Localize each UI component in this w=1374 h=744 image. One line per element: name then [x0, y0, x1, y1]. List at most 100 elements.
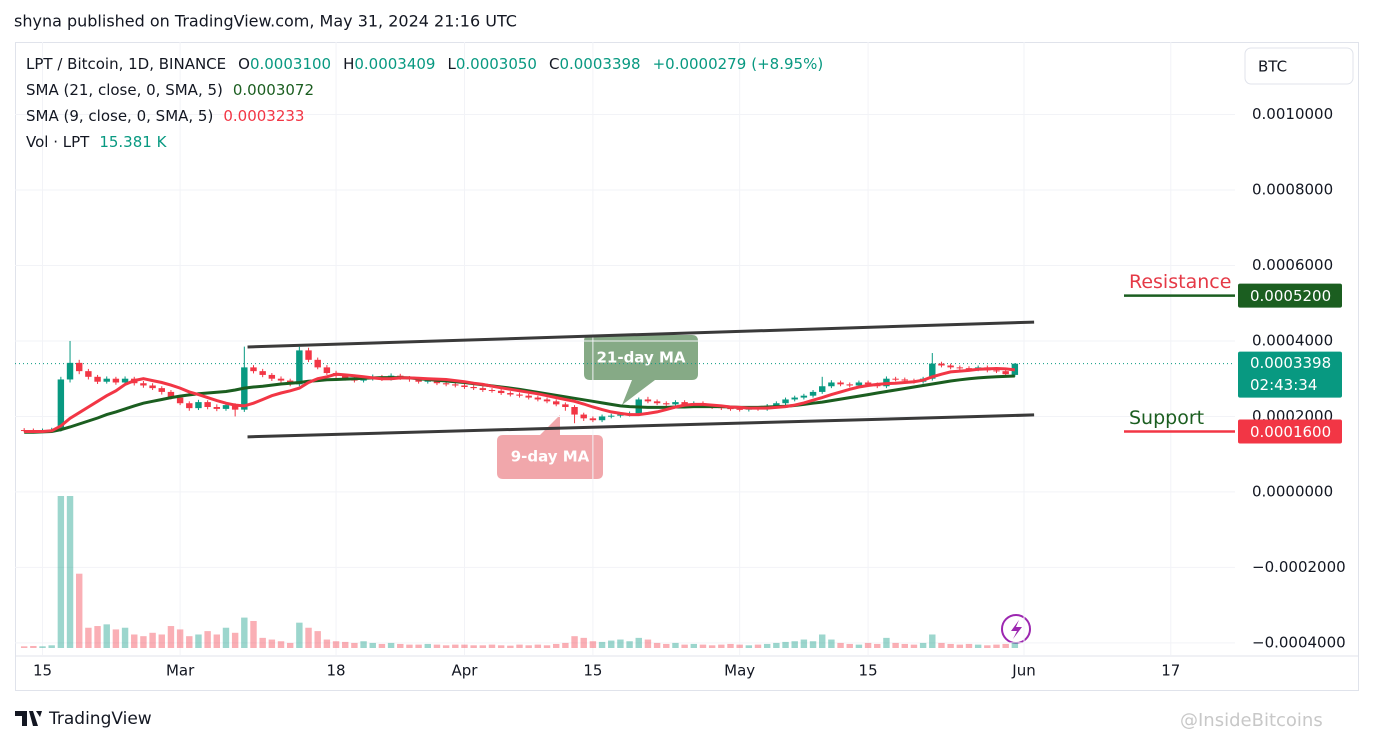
- logo: TradingView: [15, 709, 152, 729]
- volume-bar: [736, 644, 743, 648]
- candle-body: [663, 403, 670, 405]
- candle-body: [195, 402, 202, 409]
- legend-key: O: [238, 55, 250, 73]
- candle-body: [993, 370, 1000, 372]
- legend-change: +0.0000279: [653, 55, 747, 73]
- candle-body: [938, 363, 945, 366]
- volume-bar: [617, 639, 624, 648]
- volume-bar: [131, 634, 138, 648]
- candle-body: [901, 379, 908, 381]
- candle-body: [76, 362, 83, 372]
- candle-body: [112, 378, 120, 383]
- volume-bar: [360, 641, 367, 648]
- ma-line: [24, 366, 1015, 433]
- legend-key: C: [549, 55, 559, 73]
- volume-bar: [929, 634, 936, 648]
- volume-bar: [332, 641, 340, 648]
- candle-body: [250, 367, 257, 372]
- logo-mark: [15, 711, 42, 726]
- currency-label[interactable]: BTC: [1258, 58, 1287, 76]
- candle-body: [562, 404, 569, 408]
- ma-callout-9: 9-day MA: [497, 415, 603, 479]
- volume-bar: [571, 636, 578, 648]
- candle-body: [672, 402, 679, 405]
- candle-body: [800, 395, 808, 398]
- volume-bar: [277, 641, 285, 648]
- level-tag: [1238, 283, 1342, 308]
- volume-bar: [140, 636, 147, 648]
- candle-body: [608, 415, 615, 417]
- volume-bar: [48, 645, 55, 648]
- candle-body: [809, 391, 817, 396]
- volume-bar: [39, 646, 46, 648]
- volume-bar: [763, 643, 771, 648]
- volume-bar: [956, 644, 964, 648]
- byline: shyna published on TradingView.com, May …: [14, 12, 517, 31]
- volume-bar: [176, 629, 184, 648]
- legend-row: Vol · LPT 15.381 K: [26, 133, 168, 151]
- volume-bar: [76, 573, 83, 648]
- candle-body: [589, 418, 597, 421]
- candle-body: [176, 397, 184, 404]
- y-tick-label: 0.0000000: [1252, 482, 1333, 500]
- volume-bar: [222, 627, 230, 648]
- volume-bar: [20, 646, 28, 648]
- channel-line: [247, 320, 1035, 349]
- candle-body: [828, 382, 835, 387]
- candle-body: [94, 376, 101, 382]
- legend-value: 15.381 K: [99, 133, 167, 151]
- volume-bar: [112, 629, 120, 648]
- candle-body: [268, 374, 276, 379]
- candle-body: [791, 397, 798, 400]
- level-label: Resistance: [1129, 271, 1231, 293]
- candle-body: [727, 408, 734, 410]
- price-tag: [1238, 351, 1342, 398]
- watermark: @InsideBitcoins: [1180, 710, 1323, 731]
- candle-body: [837, 382, 844, 385]
- x-tick-label: 15: [33, 662, 52, 680]
- replay-icon[interactable]: [1001, 614, 1031, 644]
- volume-bar: [305, 627, 312, 648]
- callout-text: 9-day MA: [511, 448, 590, 466]
- volume-bar: [993, 644, 1000, 648]
- volume-bar: [855, 644, 863, 648]
- volume-bar: [121, 627, 129, 648]
- channel-line: [247, 413, 1035, 439]
- volume-bar: [543, 645, 551, 648]
- volume-bar: [626, 641, 633, 648]
- volume-bar: [635, 637, 642, 648]
- volume-bar: [901, 643, 908, 648]
- x-tick-label: Mar: [166, 662, 195, 680]
- x-tick-label: Jun: [1011, 662, 1035, 680]
- volume-bar: [497, 645, 505, 648]
- volume-bar: [883, 637, 890, 648]
- level-tag-text: 0.0001600: [1250, 423, 1331, 441]
- candle-body: [488, 390, 496, 392]
- volume-bar: [195, 634, 202, 648]
- level-tag-text: 0.0005200: [1250, 287, 1331, 305]
- candle-body: [452, 384, 459, 386]
- y-tick-label: −0.0002000: [1252, 558, 1346, 576]
- volume-bar: [681, 644, 688, 648]
- candle-body: [57, 379, 65, 430]
- candle-body: [534, 397, 542, 400]
- volume-bar: [250, 620, 257, 648]
- icon-bolt[interactable]: [1011, 620, 1022, 639]
- volume-bar: [653, 642, 661, 648]
- volume-bar: [85, 627, 92, 648]
- volume-bar: [158, 634, 165, 648]
- legend-value: 0.0003233: [223, 107, 304, 125]
- volume-bar: [947, 643, 954, 648]
- volume-bar: [974, 644, 982, 648]
- volume-bar: [874, 643, 881, 648]
- volume-bar: [231, 632, 239, 648]
- candle-body: [415, 379, 422, 382]
- volume-bar: [452, 644, 459, 648]
- volume-bar: [754, 644, 762, 648]
- candle-body: [85, 371, 92, 377]
- x-tick-label: 18: [327, 662, 346, 680]
- volume-bar: [800, 639, 808, 648]
- volume-bar: [1011, 642, 1019, 648]
- currency-button[interactable]: [1244, 47, 1354, 85]
